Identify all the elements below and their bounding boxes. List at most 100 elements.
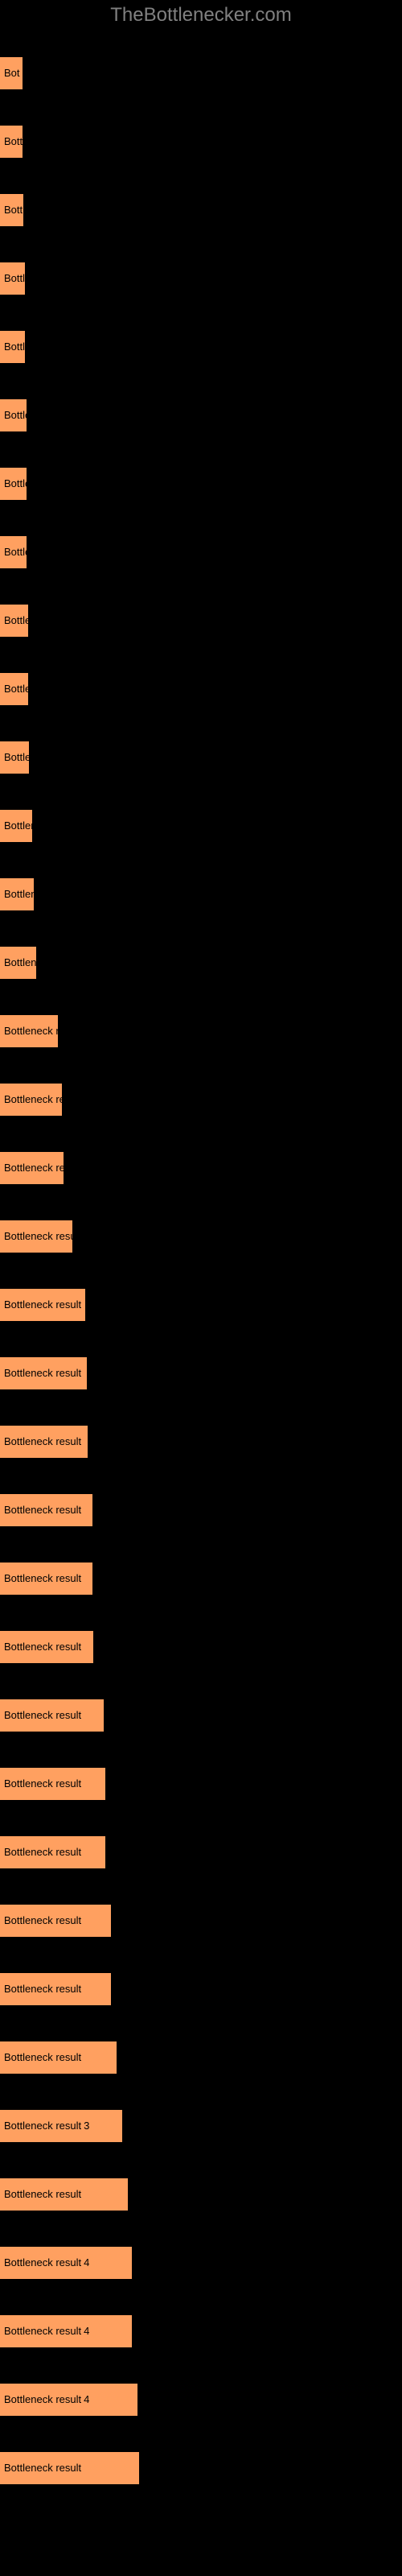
- bar-row: Bottleneck result: [0, 1339, 402, 1407]
- bar-row: Bottleneck result: [0, 2160, 402, 2228]
- bar-label: Bottlene: [4, 956, 43, 968]
- bar-row: Bottleneck result: [0, 1270, 402, 1339]
- bar-row: Bottleneck result3: [0, 2091, 402, 2160]
- bar-label: Bottleneck result: [4, 1777, 81, 1790]
- bar: Bottl: [0, 125, 23, 159]
- bar: Bottleneck result: [0, 1083, 63, 1117]
- bar-row: Bottleneck result: [0, 2023, 402, 2091]
- bar-label: Bottleneck result: [4, 1914, 81, 1926]
- bar-row: Bottl: [0, 175, 402, 244]
- bar-row: Bottleneck result: [0, 1681, 402, 1749]
- bar-row: Bottleneck result: [0, 1065, 402, 1133]
- bar-row: Bottleneck result4: [0, 2365, 402, 2434]
- bar-label: Bottler: [4, 751, 35, 763]
- bar-label: Bottleneck result: [4, 1298, 81, 1311]
- bar: Bottleneck result: [0, 1356, 88, 1390]
- bar-row: Bottleneck result: [0, 1749, 402, 1818]
- bar-label: Bottle: [4, 341, 31, 353]
- bar: Bottleneck re: [0, 1014, 59, 1048]
- bar-row: Bottle: [0, 244, 402, 312]
- bar-label: Bottleneck result: [4, 2188, 81, 2200]
- bar-label: Bottleneck result: [4, 1572, 81, 1584]
- bar-row: Bottleneck result: [0, 1818, 402, 1886]
- bar: Bottleneck result: [0, 1699, 105, 1732]
- bar-value: 3: [84, 2120, 89, 2132]
- bar-label: Bottle: [4, 546, 31, 558]
- bar: Bottleneck result: [0, 1493, 93, 1527]
- bar-label: Bottle: [4, 409, 31, 421]
- bar-row: Bottleneck result4: [0, 2228, 402, 2297]
- bar-row: Bottleneck result: [0, 1476, 402, 1544]
- bar-label: Bottleneck result: [4, 2051, 81, 2063]
- bar-row: Bottleneck re: [0, 997, 402, 1065]
- bar-label: Bottleneck result: [4, 2120, 81, 2132]
- bar: Bottle: [0, 672, 29, 706]
- bar: Bottleneck result: [0, 1835, 106, 1869]
- bar: Bottleneck result: [0, 2178, 129, 2211]
- bar-label: Bottleneck result: [4, 1504, 81, 1516]
- bar-value: 4: [84, 2325, 89, 2337]
- bar-row: Bottleneck result: [0, 1544, 402, 1612]
- bar-label: Bottlene: [4, 888, 43, 900]
- bar-row: Bottleneck res: [0, 1133, 402, 1202]
- bar-label: Bottleneck result: [4, 1230, 81, 1242]
- bar-row: Bottle: [0, 654, 402, 723]
- bar: Bottle: [0, 330, 26, 364]
- bar: Bottlene: [0, 877, 35, 911]
- bar: Bottle: [0, 467, 27, 501]
- bar-row: Bottle: [0, 449, 402, 518]
- bar-label: Bottleneck result: [4, 1093, 81, 1105]
- bar-label: Bottleneck result: [4, 1435, 81, 1447]
- bar-row: Bottleneck result: [0, 1407, 402, 1476]
- bar-label: Bottleneck result: [4, 1367, 81, 1379]
- bar: Bottle: [0, 398, 27, 432]
- bar-label: Bottleneck re: [4, 1025, 65, 1037]
- site-header: TheBottlenecker.com: [0, 0, 402, 31]
- bar: Bottleneck result: [0, 1288, 86, 1322]
- bar: Bottlene: [0, 809, 33, 843]
- bar-label: Bottle: [4, 614, 31, 626]
- bar-label: Bottl: [4, 135, 25, 147]
- bar: Bottleneck result4: [0, 2246, 133, 2280]
- bar-row: Bottleneck result: [0, 2434, 402, 2502]
- bar: Bot: [0, 56, 23, 90]
- bar: Bottleneck result: [0, 1220, 73, 1253]
- bar: Bottleneck result: [0, 1562, 93, 1596]
- bar-row: Bottle: [0, 312, 402, 381]
- bar-row: Bottle: [0, 518, 402, 586]
- bar: Bottleneck result: [0, 1767, 106, 1801]
- bar: Bottleneck result: [0, 2451, 140, 2485]
- bar-value: 4: [84, 2393, 89, 2405]
- bottleneck-chart: BotBottlBottlBottleBottleBottleBottleBot…: [0, 31, 402, 2510]
- bar: Bottleneck result: [0, 1904, 112, 1938]
- bar-row: Bottleneck result: [0, 1955, 402, 2023]
- bar-label: Bottleneck result: [4, 2325, 81, 2337]
- bar: Bottleneck result4: [0, 2383, 138, 2417]
- bar-row: Bottlene: [0, 860, 402, 928]
- bar: Bottleneck result3: [0, 2109, 123, 2143]
- bar-label: Bottleneck result: [4, 2393, 81, 2405]
- bar-row: Bottler: [0, 723, 402, 791]
- bar: Bottleneck result: [0, 1972, 112, 2006]
- bar-row: Bottlene: [0, 791, 402, 860]
- bar-label: Bottleneck result: [4, 2462, 81, 2474]
- bar-row: Bottleneck result4: [0, 2297, 402, 2365]
- bar-row: Bottleneck result: [0, 1612, 402, 1681]
- bar-label: Bot: [4, 67, 20, 79]
- bar-row: Bottle: [0, 381, 402, 449]
- bar: Bottleneck res: [0, 1151, 64, 1185]
- bar-row: Bottlene: [0, 928, 402, 997]
- bar: Bottle: [0, 604, 29, 638]
- bar-label: Bottleneck result: [4, 1709, 81, 1721]
- bar: Bottleneck result: [0, 1630, 94, 1664]
- bar-row: Bottleneck result: [0, 1886, 402, 1955]
- bar-label: Bottleneck result: [4, 2256, 81, 2268]
- bar-label: Bottle: [4, 272, 31, 284]
- bar-row: Bot: [0, 39, 402, 107]
- bar-label: Bottleneck result: [4, 1846, 81, 1858]
- bar-label: Bottlene: [4, 819, 43, 832]
- bar-row: Bottleneck result: [0, 1202, 402, 1270]
- bar-row: Bottle: [0, 586, 402, 654]
- bar-label: Bottl: [4, 204, 25, 216]
- bar: Bottleneck result: [0, 1425, 88, 1459]
